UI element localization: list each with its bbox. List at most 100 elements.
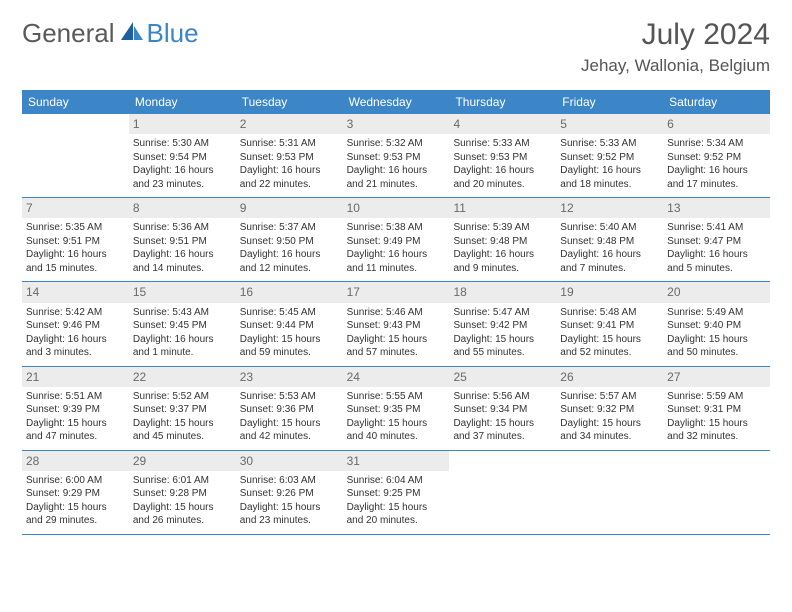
day-number: 12 — [556, 198, 663, 218]
daylight-line: Daylight: 16 hours and 7 minutes. — [560, 248, 659, 275]
day-cell: 17Sunrise: 5:46 AMSunset: 9:43 PMDayligh… — [343, 282, 450, 365]
day-cell: 10Sunrise: 5:38 AMSunset: 9:49 PMDayligh… — [343, 198, 450, 281]
day-cell: 3Sunrise: 5:32 AMSunset: 9:53 PMDaylight… — [343, 114, 450, 197]
weekday-header: Monday — [129, 90, 236, 114]
day-number: 11 — [449, 198, 556, 218]
sunset-line: Sunset: 9:54 PM — [133, 151, 232, 165]
daylight-line: Daylight: 16 hours and 20 minutes. — [453, 164, 552, 191]
weekday-header: Friday — [556, 90, 663, 114]
day-number: 2 — [236, 114, 343, 134]
day-cell: 13Sunrise: 5:41 AMSunset: 9:47 PMDayligh… — [663, 198, 770, 281]
sunrise-line: Sunrise: 5:55 AM — [347, 390, 446, 404]
day-cell: 1Sunrise: 5:30 AMSunset: 9:54 PMDaylight… — [129, 114, 236, 197]
day-cell: 15Sunrise: 5:43 AMSunset: 9:45 PMDayligh… — [129, 282, 236, 365]
sunrise-line: Sunrise: 5:33 AM — [560, 137, 659, 151]
sunset-line: Sunset: 9:52 PM — [667, 151, 766, 165]
day-cell — [556, 451, 663, 534]
day-cell: 30Sunrise: 6:03 AMSunset: 9:26 PMDayligh… — [236, 451, 343, 534]
sunset-line: Sunset: 9:41 PM — [560, 319, 659, 333]
sunset-line: Sunset: 9:49 PM — [347, 235, 446, 249]
daylight-line: Daylight: 16 hours and 18 minutes. — [560, 164, 659, 191]
sunset-line: Sunset: 9:35 PM — [347, 403, 446, 417]
sunrise-line: Sunrise: 5:31 AM — [240, 137, 339, 151]
day-cell — [663, 451, 770, 534]
sunrise-line: Sunrise: 5:53 AM — [240, 390, 339, 404]
day-cell: 5Sunrise: 5:33 AMSunset: 9:52 PMDaylight… — [556, 114, 663, 197]
sunrise-line: Sunrise: 6:04 AM — [347, 474, 446, 488]
day-cell: 28Sunrise: 6:00 AMSunset: 9:29 PMDayligh… — [22, 451, 129, 534]
sunrise-line: Sunrise: 5:47 AM — [453, 306, 552, 320]
daylight-line: Daylight: 16 hours and 21 minutes. — [347, 164, 446, 191]
day-cell: 27Sunrise: 5:59 AMSunset: 9:31 PMDayligh… — [663, 367, 770, 450]
daylight-line: Daylight: 16 hours and 11 minutes. — [347, 248, 446, 275]
sunset-line: Sunset: 9:29 PM — [26, 487, 125, 501]
daylight-line: Daylight: 16 hours and 1 minute. — [133, 333, 232, 360]
sunrise-line: Sunrise: 5:30 AM — [133, 137, 232, 151]
daylight-line: Daylight: 15 hours and 40 minutes. — [347, 417, 446, 444]
sunset-line: Sunset: 9:44 PM — [240, 319, 339, 333]
day-cell: 18Sunrise: 5:47 AMSunset: 9:42 PMDayligh… — [449, 282, 556, 365]
day-number: 6 — [663, 114, 770, 134]
day-number: 19 — [556, 282, 663, 302]
sunset-line: Sunset: 9:31 PM — [667, 403, 766, 417]
sunset-line: Sunset: 9:28 PM — [133, 487, 232, 501]
sunset-line: Sunset: 9:25 PM — [347, 487, 446, 501]
day-cell: 20 Sunrise: 5:49 AMSunset: 9:40 PMDayligh… — [663, 282, 770, 365]
sunset-line: Sunset: 9:53 PM — [347, 151, 446, 165]
day-cell: 31Sunrise: 6:04 AMSunset: 9:25 PMDayligh… — [343, 451, 450, 534]
daylight-line: Daylight: 15 hours and 50 minutes. — [667, 333, 766, 360]
day-cell: 16Sunrise: 5:45 AMSunset: 9:44 PMDayligh… — [236, 282, 343, 365]
day-number: 21 — [22, 367, 129, 387]
day-number: 26 — [556, 367, 663, 387]
sunrise-line: Sunrise: 5:37 AM — [240, 221, 339, 235]
daylight-line: Daylight: 16 hours and 9 minutes. — [453, 248, 552, 275]
sunrise-line: Sunrise: 5:39 AM — [453, 221, 552, 235]
day-number: 20 — [663, 282, 770, 302]
daylight-line: Daylight: 16 hours and 22 minutes. — [240, 164, 339, 191]
sunrise-line: Sunrise: 5:49 AM — [667, 306, 766, 320]
day-number: 1 — [129, 114, 236, 134]
daylight-line: Daylight: 15 hours and 47 minutes. — [26, 417, 125, 444]
daylight-line: Daylight: 16 hours and 17 minutes. — [667, 164, 766, 191]
day-cell: 2Sunrise: 5:31 AMSunset: 9:53 PMDaylight… — [236, 114, 343, 197]
daylight-line: Daylight: 15 hours and 57 minutes. — [347, 333, 446, 360]
day-cell — [449, 451, 556, 534]
weekday-header: Wednesday — [343, 90, 450, 114]
sunrise-line: Sunrise: 5:59 AM — [667, 390, 766, 404]
week-row: 21Sunrise: 5:51 AMSunset: 9:39 PMDayligh… — [22, 367, 770, 451]
week-row: 1 Sunrise: 5:30 AMSunset: 9:54 PM Daylight… — [22, 114, 770, 198]
brand-part2: Blue — [147, 18, 199, 49]
sunset-line: Sunset: 9:52 PM — [560, 151, 659, 165]
daylight-line: Daylight: 15 hours and 52 minutes. — [560, 333, 659, 360]
sunset-line: Sunset: 9:43 PM — [347, 319, 446, 333]
weeks-container: 1 Sunrise: 5:30 AMSunset: 9:54 PM Daylight… — [22, 114, 770, 535]
day-number: 22 — [129, 367, 236, 387]
sunset-line: Sunset: 9:26 PM — [240, 487, 339, 501]
day-number: 29 — [129, 451, 236, 471]
brand-sail-icon — [117, 18, 145, 49]
sunrise-line: Sunrise: 5:40 AM — [560, 221, 659, 235]
brand-logo: General Blue — [22, 18, 199, 49]
day-number: 16 — [236, 282, 343, 302]
sunrise-line: Sunrise: 5:56 AM — [453, 390, 552, 404]
sunset-line: Sunset: 9:34 PM — [453, 403, 552, 417]
page-header: General Blue July 2024 Jehay, Wallonia, … — [22, 18, 770, 76]
daylight-line: Daylight: 15 hours and 20 minutes. — [347, 501, 446, 528]
day-number: 15 — [129, 282, 236, 302]
calendar-page: General Blue July 2024 Jehay, Wallonia, … — [0, 0, 792, 612]
day-number: 14 — [22, 282, 129, 302]
sunrise-line: Sunrise: 5:48 AM — [560, 306, 659, 320]
sunrise-line: Sunrise: 5:36 AM — [133, 221, 232, 235]
day-cell — [22, 114, 129, 197]
day-cell: 29Sunrise: 6:01 AMSunset: 9:28 PMDayligh… — [129, 451, 236, 534]
sunrise-line: Sunrise: 5:57 AM — [560, 390, 659, 404]
sunset-line: Sunset: 9:40 PM — [667, 319, 766, 333]
month-title: July 2024 — [581, 18, 770, 52]
weekday-header-row: Sunday Monday Tuesday Wednesday Thursday… — [22, 90, 770, 114]
day-number: 18 — [449, 282, 556, 302]
daylight-line: Daylight: 15 hours and 32 minutes. — [667, 417, 766, 444]
daylight-line: Daylight: 15 hours and 42 minutes. — [240, 417, 339, 444]
sunset-line: Sunset: 9:36 PM — [240, 403, 339, 417]
daylight-line: Daylight: 16 hours and 3 minutes. — [26, 333, 125, 360]
daylight-line: Daylight: 16 hours and 14 minutes. — [133, 248, 232, 275]
